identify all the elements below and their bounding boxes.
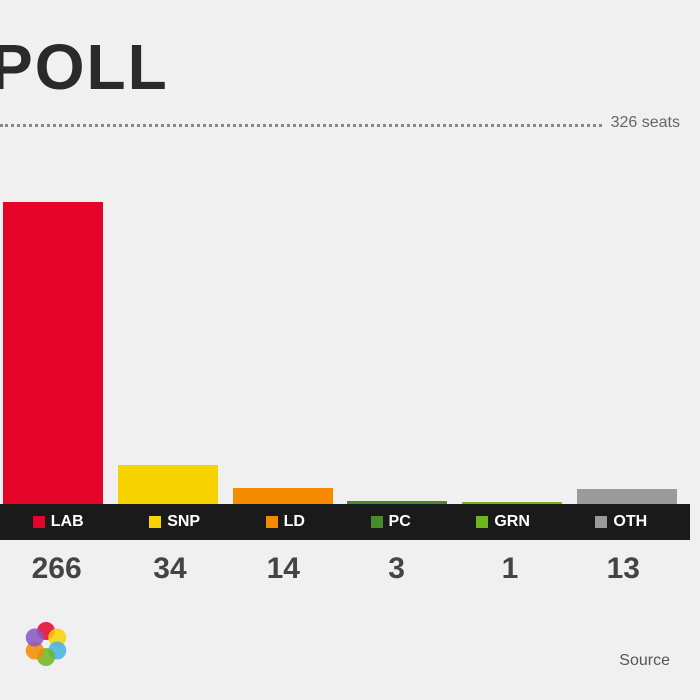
swatch-icon bbox=[595, 516, 607, 528]
legend-label: LD bbox=[284, 513, 305, 531]
legend-item-snp: SNP bbox=[149, 513, 200, 531]
legend-item-lab: LAB bbox=[33, 513, 84, 531]
footer: Source bbox=[0, 618, 670, 670]
bars-group bbox=[0, 124, 680, 504]
value-pc: 3 bbox=[340, 552, 453, 586]
logo-icon bbox=[20, 618, 72, 670]
chart-area: 326 seats bbox=[0, 124, 680, 504]
swatch-icon bbox=[266, 516, 278, 528]
value-ld: 14 bbox=[227, 552, 340, 586]
swatch-icon bbox=[476, 516, 488, 528]
chart-title: POLL bbox=[0, 30, 680, 104]
bar-pc bbox=[347, 501, 447, 504]
legend-label: PC bbox=[389, 513, 411, 531]
legend-label: SNP bbox=[167, 513, 200, 531]
bar-ld bbox=[233, 488, 333, 504]
value-grn: 1 bbox=[453, 552, 566, 586]
chart-container: POLL 326 seats LAB SNP LD PC GRN OTH 26634143… bbox=[0, 0, 700, 700]
legend-label: GRN bbox=[494, 513, 530, 531]
bar-snp bbox=[118, 465, 218, 504]
swatch-icon bbox=[149, 516, 161, 528]
legend-label: OTH bbox=[613, 513, 647, 531]
legend-item-grn: GRN bbox=[476, 513, 530, 531]
source-label: Source bbox=[619, 652, 670, 670]
bar-oth bbox=[577, 489, 677, 504]
value-snp: 34 bbox=[113, 552, 226, 586]
legend-label: LAB bbox=[51, 513, 84, 531]
value-lab: 266 bbox=[0, 552, 113, 586]
legend-item-oth: OTH bbox=[595, 513, 647, 531]
legend-item-pc: PC bbox=[371, 513, 411, 531]
swatch-icon bbox=[33, 516, 45, 528]
bar-grn bbox=[462, 502, 562, 504]
value-oth: 13 bbox=[567, 552, 680, 586]
values-row: 26634143113 bbox=[0, 540, 680, 598]
swatch-icon bbox=[371, 516, 383, 528]
bar-lab bbox=[3, 202, 103, 504]
legend-strip: LAB SNP LD PC GRN OTH bbox=[0, 504, 690, 540]
legend-item-ld: LD bbox=[266, 513, 305, 531]
